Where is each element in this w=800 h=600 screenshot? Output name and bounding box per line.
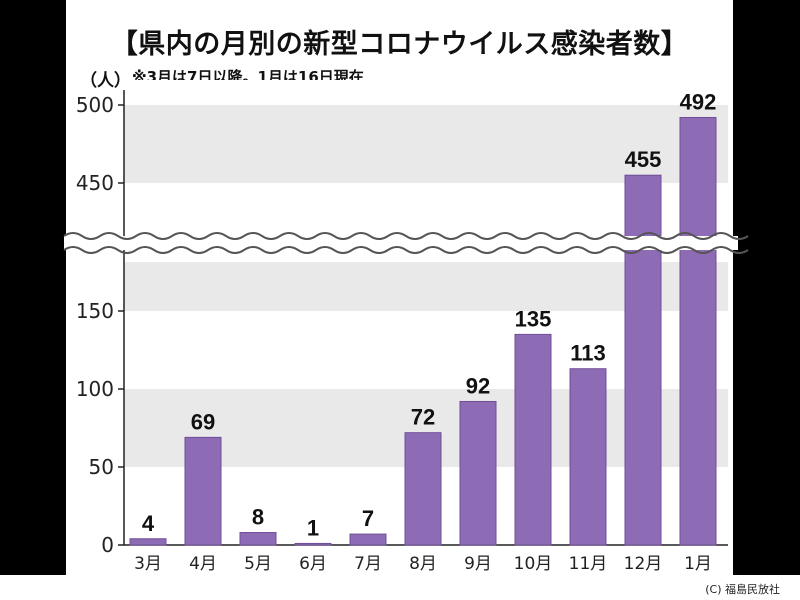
bar-value-label: 455: [625, 147, 662, 172]
bar: [514, 333, 552, 546]
copyright-credit: (C) 福島民放社: [705, 583, 780, 596]
bar: [679, 116, 717, 546]
bar-value-label: 135: [515, 306, 552, 331]
y-tick-label: 0: [101, 533, 114, 557]
bar: [404, 432, 442, 546]
bar-value-label: 113: [570, 341, 606, 366]
right-letterbox: [733, 0, 800, 575]
axis-break-wave-top: [63, 232, 749, 240]
bar-value-label: 4: [142, 511, 155, 536]
left-letterbox: [0, 0, 66, 575]
chart-title: 【県内の月別の新型コロナウイルス感染者数】: [110, 29, 689, 60]
x-tick-label: 10月: [514, 554, 553, 574]
y-tick-label: 150: [76, 299, 114, 323]
bar: [294, 542, 332, 546]
x-tick-label: 8月: [409, 554, 437, 574]
bar: [569, 368, 607, 546]
bar: [184, 436, 222, 546]
x-tick-label: 12月: [624, 554, 663, 574]
x-tick-label: 6月: [299, 554, 327, 574]
bar: [624, 174, 662, 546]
x-tick-label: 3月: [134, 554, 162, 574]
x-tick-label: 9月: [464, 554, 492, 574]
bar: [349, 533, 387, 546]
y-axis-unit: （人）: [80, 71, 131, 91]
bar-value-label: 92: [466, 373, 490, 398]
bar-value-label: 1: [307, 515, 319, 540]
bar-value-label: 8: [252, 505, 264, 530]
bar: [129, 538, 167, 546]
bar-value-label: 69: [191, 409, 215, 434]
axis-break-wave-bottom: [63, 246, 749, 254]
bar-value-label: 7: [362, 506, 374, 531]
y-tick-label: 50: [89, 455, 114, 479]
x-tick-label: 5月: [244, 554, 272, 574]
plot-band: [124, 105, 728, 183]
y-tick-label: 450: [76, 171, 114, 195]
x-tick-label: 4月: [189, 554, 217, 574]
x-tick-label: 1月: [684, 554, 712, 574]
bar-value-label: 492: [680, 89, 717, 114]
x-tick-label: 7月: [354, 554, 382, 574]
bar: [459, 400, 497, 546]
x-tick-label: 11月: [569, 554, 608, 574]
y-tick-label: 500: [76, 93, 114, 117]
plot-band: [124, 80, 728, 105]
bar: [239, 532, 277, 546]
bar-value-label: 72: [411, 405, 435, 430]
y-tick-label: 100: [76, 377, 114, 401]
